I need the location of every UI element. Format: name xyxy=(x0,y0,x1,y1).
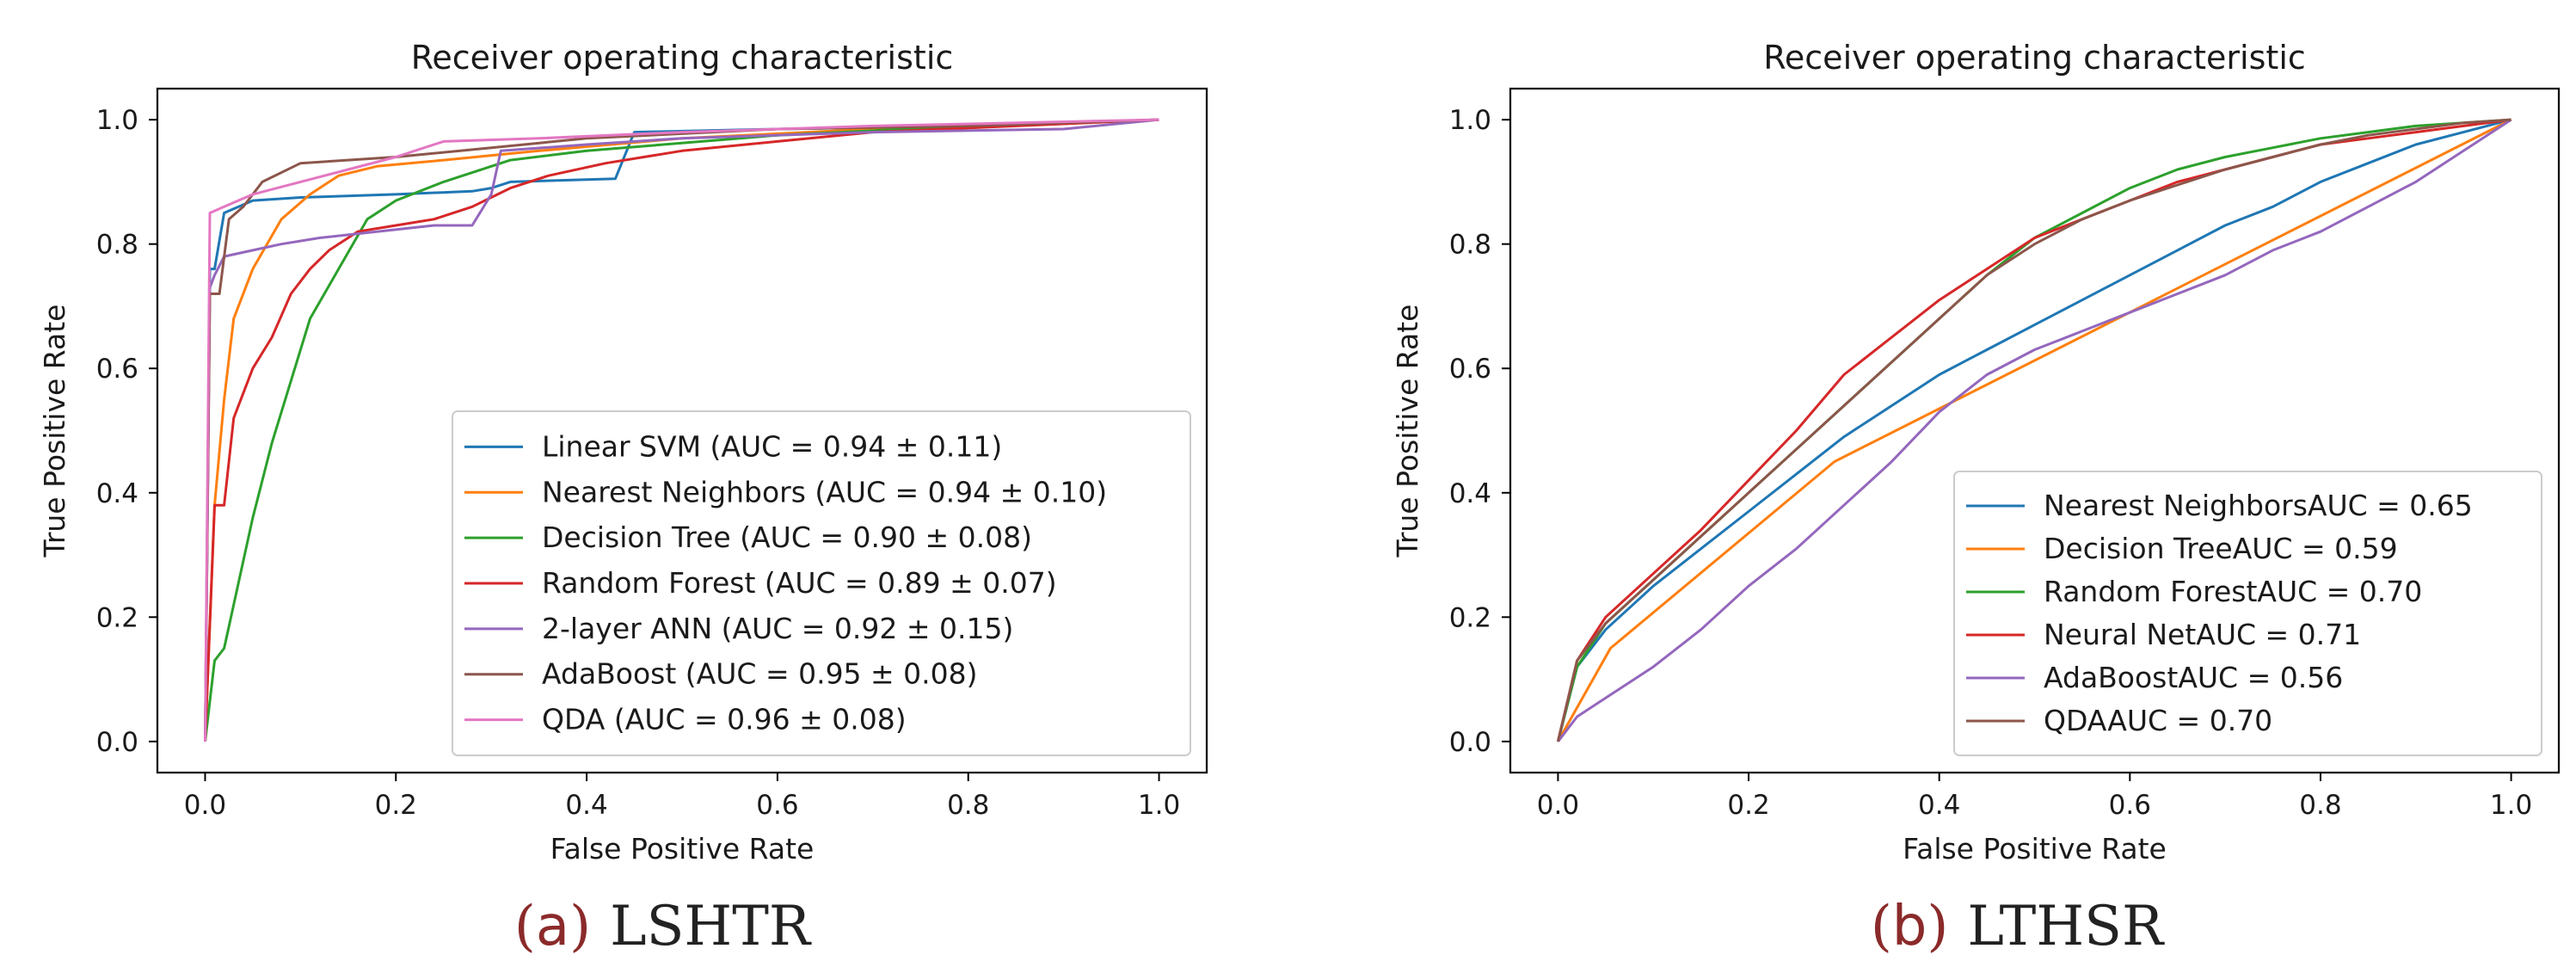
x-tick-label: 0.8 xyxy=(2299,790,2341,821)
y-tick-label: 0.0 xyxy=(96,727,138,758)
panel-caption: (a) LSHTR xyxy=(514,895,812,958)
panel-caption: (b) LTHSR xyxy=(1871,895,2165,958)
axes-frame xyxy=(156,87,1208,774)
axes-frame xyxy=(1509,87,2561,774)
x-tick-label: 0.0 xyxy=(1537,790,1579,821)
legend-box xyxy=(1953,471,2542,756)
legend-label-1: Nearest NeighborsAUC = 0.65 xyxy=(2044,489,2473,522)
y-tick-label: 0.4 xyxy=(1449,478,1491,509)
series-line-2 xyxy=(1557,118,2512,742)
x-axis-label: False Positive Rate xyxy=(550,832,815,866)
legend-label-7: QDA (AUC = 0.96 ± 0.08) xyxy=(542,703,907,736)
y-tick-label: 0.2 xyxy=(1449,602,1491,633)
legend-box xyxy=(452,410,1191,756)
series-line-1 xyxy=(1556,118,2511,742)
legend-label-3: Random ForestAUC = 0.70 xyxy=(2044,575,2422,608)
x-tick-label: 0.6 xyxy=(756,790,798,821)
series-line-4 xyxy=(204,118,1159,742)
legend-label-3: Decision Tree (AUC = 0.90 ± 0.08) xyxy=(542,521,1032,554)
x-tick-label: 0.2 xyxy=(1727,790,1769,821)
legend-label-5: 2-layer ANN (AUC = 0.92 ± 0.15) xyxy=(542,612,1013,645)
x-tick-label: 0.2 xyxy=(375,790,417,821)
x-tick-label: 0.4 xyxy=(1918,790,1960,821)
y-tick-label: 1.0 xyxy=(96,105,138,136)
legend-label-4: Neural NetAUC = 0.71 xyxy=(2044,618,2361,651)
series-line-6 xyxy=(1556,118,2511,742)
y-tick-label: 0.0 xyxy=(1449,727,1491,758)
chart-title: Receiver operating characteristic xyxy=(1763,39,2306,77)
chart-title: Receiver operating characteristic xyxy=(411,39,954,77)
x-tick-label: 1.0 xyxy=(2490,790,2532,821)
legend-label-6: AdaBoost (AUC = 0.95 ± 0.08) xyxy=(542,657,978,691)
y-tick-label: 1.0 xyxy=(1449,105,1491,136)
y-tick-label: 0.8 xyxy=(1449,230,1491,261)
series-line-7 xyxy=(204,118,1159,742)
y-tick-label: 0.2 xyxy=(96,602,138,633)
y-tick-label: 0.6 xyxy=(96,354,138,385)
y-tick-label: 0.6 xyxy=(1449,354,1491,385)
series-line-5 xyxy=(204,118,1159,742)
x-axis-label: False Positive Rate xyxy=(1903,832,2167,866)
legend-label-5: AdaBoostAUC = 0.56 xyxy=(2044,661,2343,694)
legend-label-4: Random Forest (AUC = 0.89 ± 0.07) xyxy=(542,566,1057,600)
roc-panel-a: 0.0 0.2 0.4 0.6 0.8 1.0 0.0 0.2 0.4 0.6 0.8 1.0 Rece… xyxy=(38,39,1208,958)
legend-label-2: Decision TreeAUC = 0.59 xyxy=(2044,532,2398,565)
x-tick-label: 0.4 xyxy=(565,790,607,821)
x-tick-label: 0.8 xyxy=(947,790,989,821)
y-tick-label: 0.8 xyxy=(96,230,138,261)
series-line-3 xyxy=(204,118,1159,742)
legend-label-2: Nearest Neighbors (AUC = 0.94 ± 0.10) xyxy=(542,475,1107,508)
y-axis-label: True Positive Rate xyxy=(1391,305,1424,558)
y-axis-label: True Positive Rate xyxy=(38,305,71,558)
y-tick-label: 0.4 xyxy=(96,478,138,509)
series-line-5 xyxy=(1557,118,2512,742)
x-tick-label: 0.6 xyxy=(2109,790,2151,821)
x-tick-label: 0.0 xyxy=(184,790,226,821)
legend-label-6: QDAAUC = 0.70 xyxy=(2044,704,2272,737)
series-line-4 xyxy=(1556,118,2511,742)
x-tick-label: 1.0 xyxy=(1138,790,1180,821)
legend-label-1: Linear SVM (AUC = 0.94 ± 0.11) xyxy=(542,429,1002,463)
roc-panel-b: 0.0 0.2 0.4 0.6 0.8 1.0 0.0 0.2 0.4 0.6 0.8 1.0 Rece… xyxy=(1391,39,2561,958)
